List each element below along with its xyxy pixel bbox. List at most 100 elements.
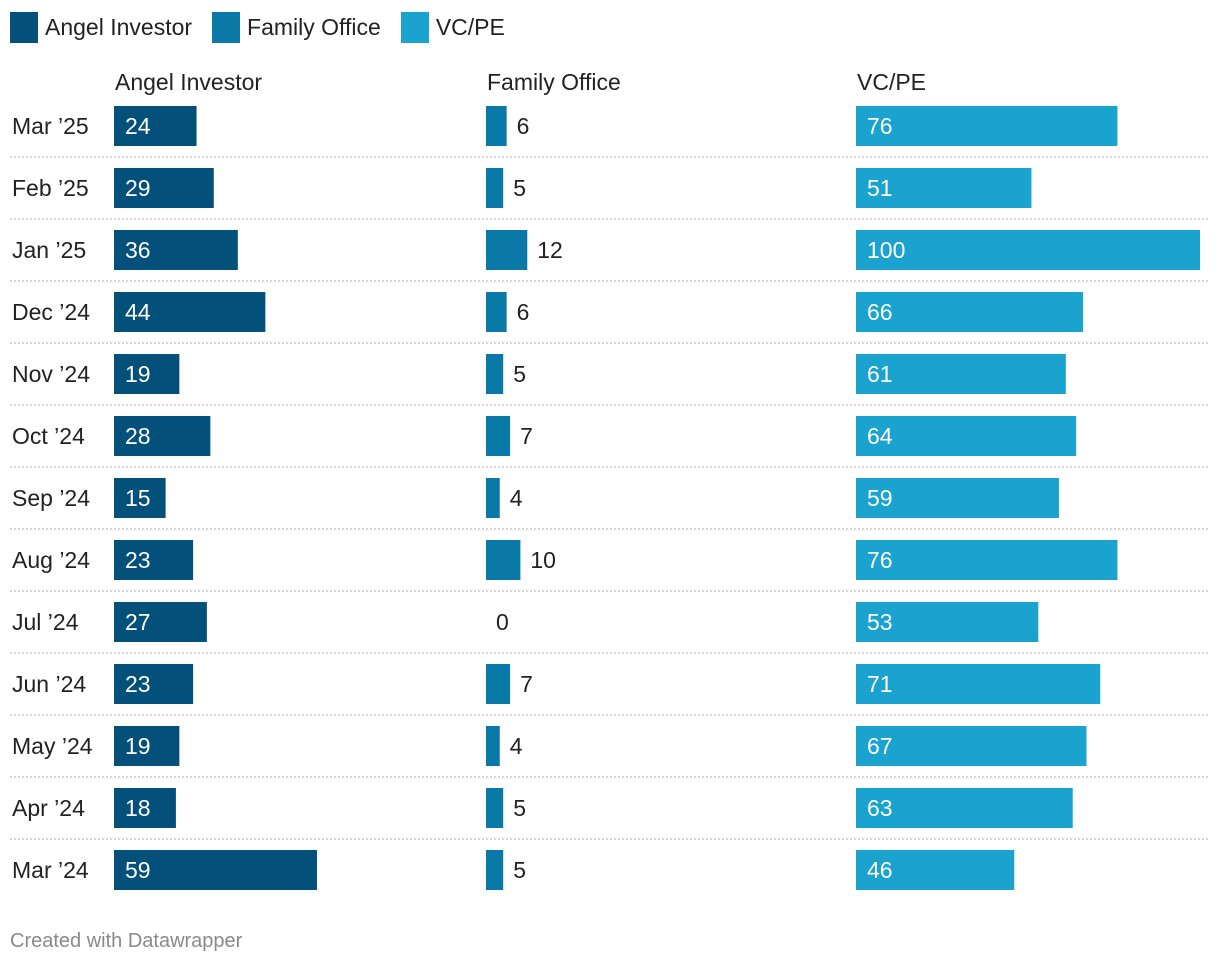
bar-angel-investor xyxy=(114,230,238,270)
row-label: Sep ’24 xyxy=(12,485,90,511)
bar-family-office xyxy=(486,664,511,704)
bar-family-office xyxy=(486,540,521,580)
value-label-vc-pe: 76 xyxy=(867,547,893,573)
row-label: Apr ’24 xyxy=(12,795,85,821)
bar-family-office xyxy=(486,168,504,208)
value-label-angel-investor: 44 xyxy=(125,299,151,325)
value-label-vc-pe: 64 xyxy=(867,423,893,449)
value-label-family-office: 7 xyxy=(520,423,533,449)
value-label-vc-pe: 71 xyxy=(867,671,893,697)
bar-angel-investor xyxy=(114,788,176,828)
bar-family-office xyxy=(486,106,507,146)
bar-chart: Angel Investor Family Office VC/PE Mar ’25 2… xyxy=(10,69,1208,890)
value-label-family-office: 5 xyxy=(513,795,526,821)
row-label: Jul ’24 xyxy=(12,609,79,635)
legend-item-vc-pe: VC/PE xyxy=(400,11,505,43)
value-label-vc-pe: 100 xyxy=(867,237,905,263)
bar-angel-investor xyxy=(114,292,266,332)
value-label-vc-pe: 53 xyxy=(867,609,893,635)
bar-vc-pe xyxy=(856,726,1087,766)
bar-vc-pe xyxy=(856,850,1015,890)
value-label-angel-investor: 18 xyxy=(125,795,151,821)
legend-swatch-family-office xyxy=(212,11,241,43)
legend-item-angel-investor: Angel Investor xyxy=(10,11,193,43)
value-label-family-office: 0 xyxy=(496,609,509,635)
value-label-vc-pe: 61 xyxy=(867,361,893,387)
row-label: Nov ’24 xyxy=(12,361,90,387)
column-header-family-office: Family Office xyxy=(487,69,621,95)
bar-family-office xyxy=(486,726,500,766)
value-label-vc-pe: 76 xyxy=(867,113,893,139)
bar-family-office xyxy=(486,354,504,394)
bar-angel-investor xyxy=(114,168,214,208)
row-label: Mar ’24 xyxy=(12,857,89,883)
value-label-angel-investor: 23 xyxy=(125,671,151,697)
value-label-vc-pe: 46 xyxy=(867,857,893,883)
row-label: Oct ’24 xyxy=(12,423,85,449)
bar-vc-pe xyxy=(856,478,1059,518)
value-label-family-office: 12 xyxy=(537,237,563,263)
bar-angel-investor xyxy=(114,540,194,580)
bar-angel-investor xyxy=(114,850,317,890)
bar-vc-pe xyxy=(856,416,1077,456)
legend: Angel Investor Family Office VC/PE xyxy=(10,10,525,44)
row-label: Jan ’25 xyxy=(12,237,86,263)
value-label-angel-investor: 23 xyxy=(125,547,151,573)
row-label: Aug ’24 xyxy=(12,547,90,573)
legend-swatch-vc-pe xyxy=(400,11,429,43)
bar-family-office xyxy=(486,478,500,518)
bar-vc-pe xyxy=(856,292,1084,332)
value-label-family-office: 6 xyxy=(517,113,530,139)
value-label-vc-pe: 67 xyxy=(867,733,893,759)
value-label-family-office: 4 xyxy=(510,733,523,759)
value-label-angel-investor: 28 xyxy=(125,423,151,449)
value-label-vc-pe: 63 xyxy=(867,795,893,821)
value-label-vc-pe: 51 xyxy=(867,175,893,201)
value-label-angel-investor: 27 xyxy=(125,609,151,635)
bar-angel-investor xyxy=(114,416,211,456)
value-label-family-office: 5 xyxy=(513,175,526,201)
bar-vc-pe xyxy=(856,602,1039,642)
bar-family-office xyxy=(486,416,511,456)
legend-swatch-angel-investor xyxy=(10,11,38,43)
column-header-angel-investor: Angel Investor xyxy=(115,69,262,95)
legend-item-family-office: Family Office xyxy=(212,11,381,43)
bar-angel-investor xyxy=(114,726,180,766)
row-label: May ’24 xyxy=(12,733,93,759)
bar-angel-investor xyxy=(114,478,166,518)
row-label: Mar ’25 xyxy=(12,113,89,139)
bar-vc-pe xyxy=(856,168,1032,208)
bar-angel-investor xyxy=(114,664,194,704)
value-label-angel-investor: 59 xyxy=(125,857,151,883)
bar-angel-investor xyxy=(114,354,180,394)
bar-vc-pe xyxy=(856,230,1200,270)
value-label-angel-investor: 36 xyxy=(125,237,151,263)
legend-label-angel-investor: Angel Investor xyxy=(45,13,193,40)
row-label: Jun ’24 xyxy=(12,671,86,697)
value-label-angel-investor: 19 xyxy=(125,361,151,387)
column-header-vc-pe: VC/PE xyxy=(857,69,926,95)
value-label-family-office: 10 xyxy=(530,547,556,573)
bar-family-office xyxy=(486,788,504,828)
bar-family-office xyxy=(486,292,507,332)
value-label-vc-pe: 66 xyxy=(867,299,893,325)
bar-family-office xyxy=(486,230,528,270)
bar-angel-investor xyxy=(114,602,207,642)
value-label-family-office: 6 xyxy=(517,299,530,325)
row-label: Dec ’24 xyxy=(12,299,90,325)
value-label-vc-pe: 59 xyxy=(867,485,893,511)
bar-family-office xyxy=(486,850,504,890)
value-label-angel-investor: 29 xyxy=(125,175,151,201)
footer-credit: Created with Datawrapper xyxy=(10,930,243,952)
bar-vc-pe xyxy=(856,788,1073,828)
bar-angel-investor xyxy=(114,106,197,146)
value-label-family-office: 5 xyxy=(513,857,526,883)
bar-vc-pe xyxy=(856,664,1101,704)
bar-vc-pe xyxy=(856,540,1118,580)
value-label-family-office: 7 xyxy=(520,671,533,697)
legend-label-family-office: Family Office xyxy=(247,13,381,40)
value-label-family-office: 4 xyxy=(510,485,523,511)
value-label-angel-investor: 15 xyxy=(125,485,151,511)
row-label: Feb ’25 xyxy=(12,175,89,201)
value-label-family-office: 5 xyxy=(513,361,526,387)
